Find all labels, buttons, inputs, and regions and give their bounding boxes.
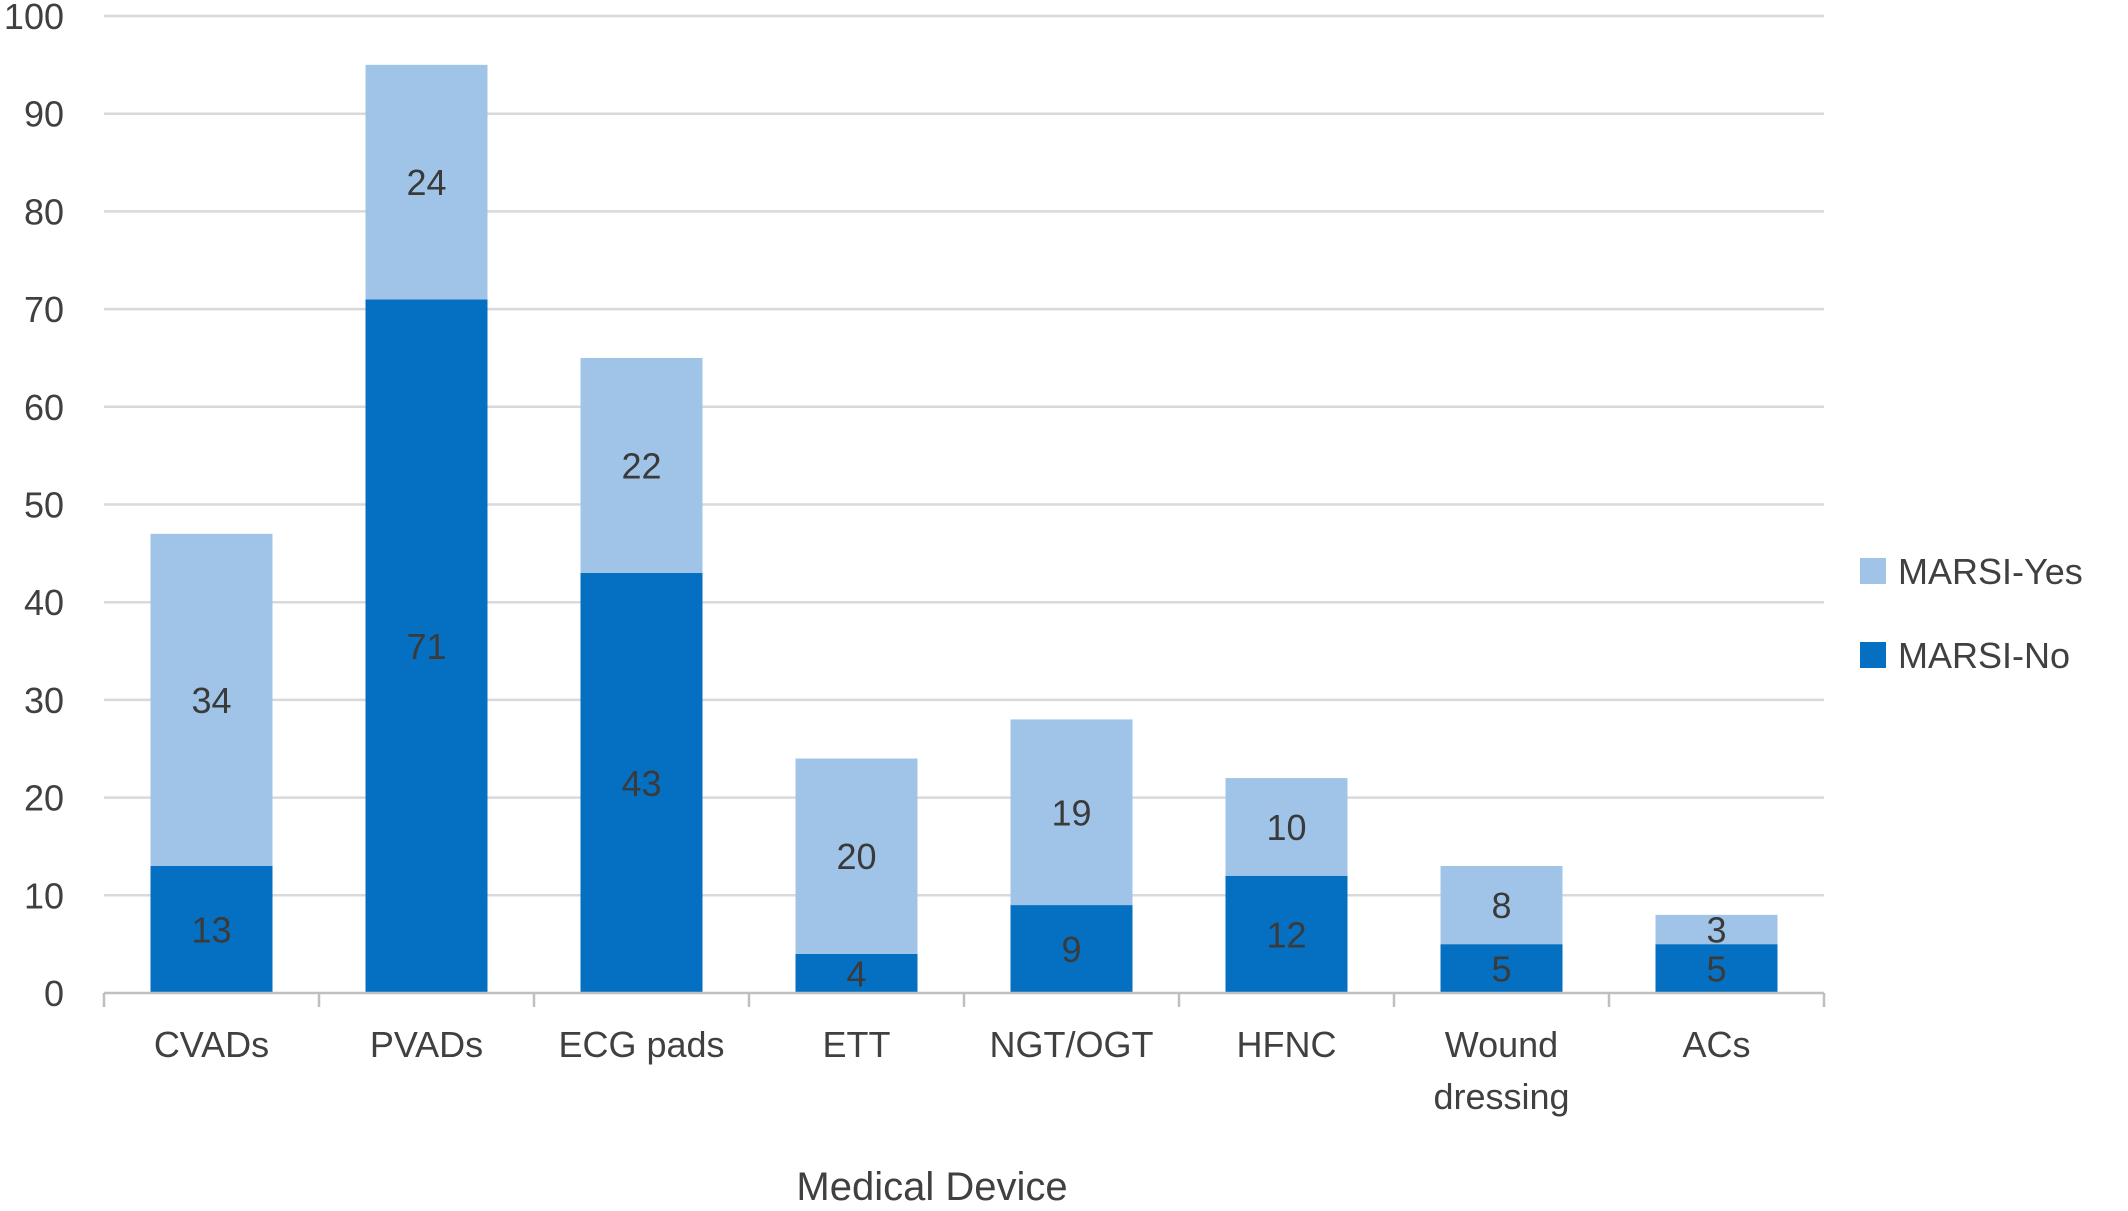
- legend-label: MARSI-No: [1898, 635, 2070, 676]
- data-label: 71: [406, 626, 446, 667]
- gridlines: [104, 14, 1824, 897]
- y-axis-ticks: 0 10 20 30 40 50 60 70 80 90 100: [4, 0, 64, 1014]
- y-tick-label: 80: [24, 191, 64, 232]
- data-label: 43: [621, 763, 661, 804]
- data-label: 19: [1051, 792, 1091, 833]
- y-tick-label: 10: [24, 875, 64, 916]
- x-tick-label: NGT/OGT: [990, 1024, 1154, 1065]
- bar-segment-marsi-no: [580, 572, 703, 993]
- y-tick-label: 40: [24, 582, 64, 623]
- y-tick-label: 100: [4, 0, 64, 37]
- bar-segment-marsi-no: [150, 865, 273, 993]
- data-label: 4: [846, 953, 866, 994]
- legend-label: MARSI-Yes: [1898, 551, 2083, 592]
- bars: [150, 64, 1778, 994]
- bar-segment-marsi-no: [795, 953, 918, 993]
- y-tick-label: 60: [24, 387, 64, 428]
- legend: MARSI-Yes MARSI-No: [1860, 551, 2083, 676]
- x-tick-label: ECG pads: [558, 1024, 724, 1065]
- y-tick-label: 50: [24, 485, 64, 526]
- legend-swatch: [1860, 558, 1886, 584]
- data-label: 13: [191, 909, 231, 950]
- x-tick-label: ACs: [1682, 1024, 1750, 1065]
- data-label: 24: [406, 162, 446, 203]
- bar-segment-marsi-no: [1655, 944, 1778, 993]
- data-label: 9: [1061, 929, 1081, 970]
- bar-segment-marsi-no: [1225, 875, 1348, 993]
- y-tick-label: 90: [24, 94, 64, 135]
- y-tick-label: 70: [24, 289, 64, 330]
- x-tick-label: ETT: [823, 1024, 891, 1065]
- bar-segment-marsi-no: [1440, 944, 1563, 993]
- y-tick-label: 0: [44, 973, 64, 1014]
- x-tick-label: CVADs: [154, 1024, 269, 1065]
- y-tick-label: 20: [24, 778, 64, 819]
- bar-segment-marsi-no: [365, 299, 488, 994]
- x-tick-label: HFNC: [1237, 1024, 1337, 1065]
- bar-segment-marsi-yes: [1655, 914, 1778, 945]
- data-label: 34: [191, 680, 231, 721]
- bar-segment-marsi-yes: [1225, 778, 1348, 876]
- x-axis: CVADs PVADs ECG pads ETT NGT/OGT HFNC Wound dre…: [102, 991, 1826, 1117]
- data-label: 12: [1266, 914, 1306, 955]
- bar-segment-marsi-yes: [150, 533, 273, 866]
- bar-segment-marsi-yes: [580, 357, 703, 573]
- bar-segment-marsi-no: [1010, 905, 1133, 993]
- bar-segment-marsi-yes: [1440, 865, 1563, 945]
- data-label: 3: [1706, 909, 1726, 950]
- x-axis-title: Medical Device: [796, 1165, 1067, 1209]
- bar-segment-marsi-yes: [1010, 719, 1133, 906]
- bar-segment-marsi-yes: [365, 64, 488, 300]
- data-label: 8: [1491, 885, 1511, 926]
- data-label: 5: [1706, 949, 1726, 990]
- x-tick-label: Wound dressing: [1433, 1024, 1569, 1117]
- data-label: 5: [1491, 949, 1511, 990]
- data-label: 10: [1266, 807, 1306, 848]
- legend-swatch: [1860, 642, 1886, 668]
- x-tick-label: PVADs: [370, 1024, 483, 1065]
- data-label: 20: [836, 836, 876, 877]
- y-tick-label: 30: [24, 680, 64, 721]
- data-label: 22: [621, 445, 661, 486]
- bar-segment-marsi-yes: [795, 758, 918, 954]
